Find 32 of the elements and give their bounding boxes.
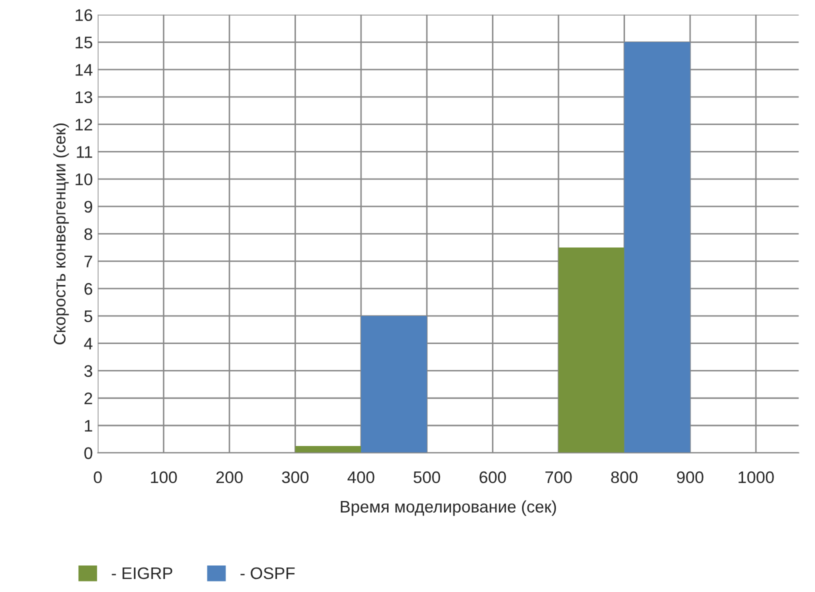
x-tick-label: 600	[480, 471, 506, 484]
y-tick-label: 6	[84, 283, 92, 295]
y-tick-label: 16	[76, 9, 92, 22]
x-tick-label: 300	[282, 471, 308, 484]
y-tick-label: 11	[76, 146, 92, 158]
y-axis-title: Скорость конвергенции (сек)	[53, 124, 69, 344]
x-tick-label: 0	[94, 471, 102, 484]
y-tick-label: 3	[84, 365, 92, 377]
y-tick-label: 15	[76, 36, 92, 48]
y-tick-label: 2	[84, 392, 92, 404]
x-tick-label: 700	[545, 471, 572, 484]
x-tick-label: 500	[414, 471, 440, 484]
y-tick-label: 9	[84, 200, 92, 213]
y-tick-label: 5	[84, 310, 92, 322]
x-axis-title: Время моделирование (сек)	[340, 500, 556, 516]
y-tick-label: 10	[76, 173, 92, 186]
y-tick-label: 0	[84, 447, 92, 460]
x-tick-label: 900	[676, 471, 704, 484]
y-tick-label: 1	[84, 420, 92, 432]
y-tick-label: 8	[84, 228, 92, 240]
y-tick-label: 7	[84, 256, 92, 268]
x-tick-label: 1000	[738, 471, 774, 484]
y-tick-label: 4	[84, 338, 92, 350]
y-tick-label: 12	[76, 118, 92, 130]
x-tick-label: 800	[611, 471, 638, 484]
y-tick-label: 14	[76, 64, 92, 76]
y-tick-label: 13	[76, 91, 92, 104]
x-tick-label: 100	[150, 471, 177, 484]
legend-label: - EIGRP	[112, 567, 172, 580]
x-tick-label: 200	[216, 471, 243, 484]
x-tick-label: 400	[348, 471, 374, 484]
legend-label: - OSPF	[240, 567, 295, 580]
